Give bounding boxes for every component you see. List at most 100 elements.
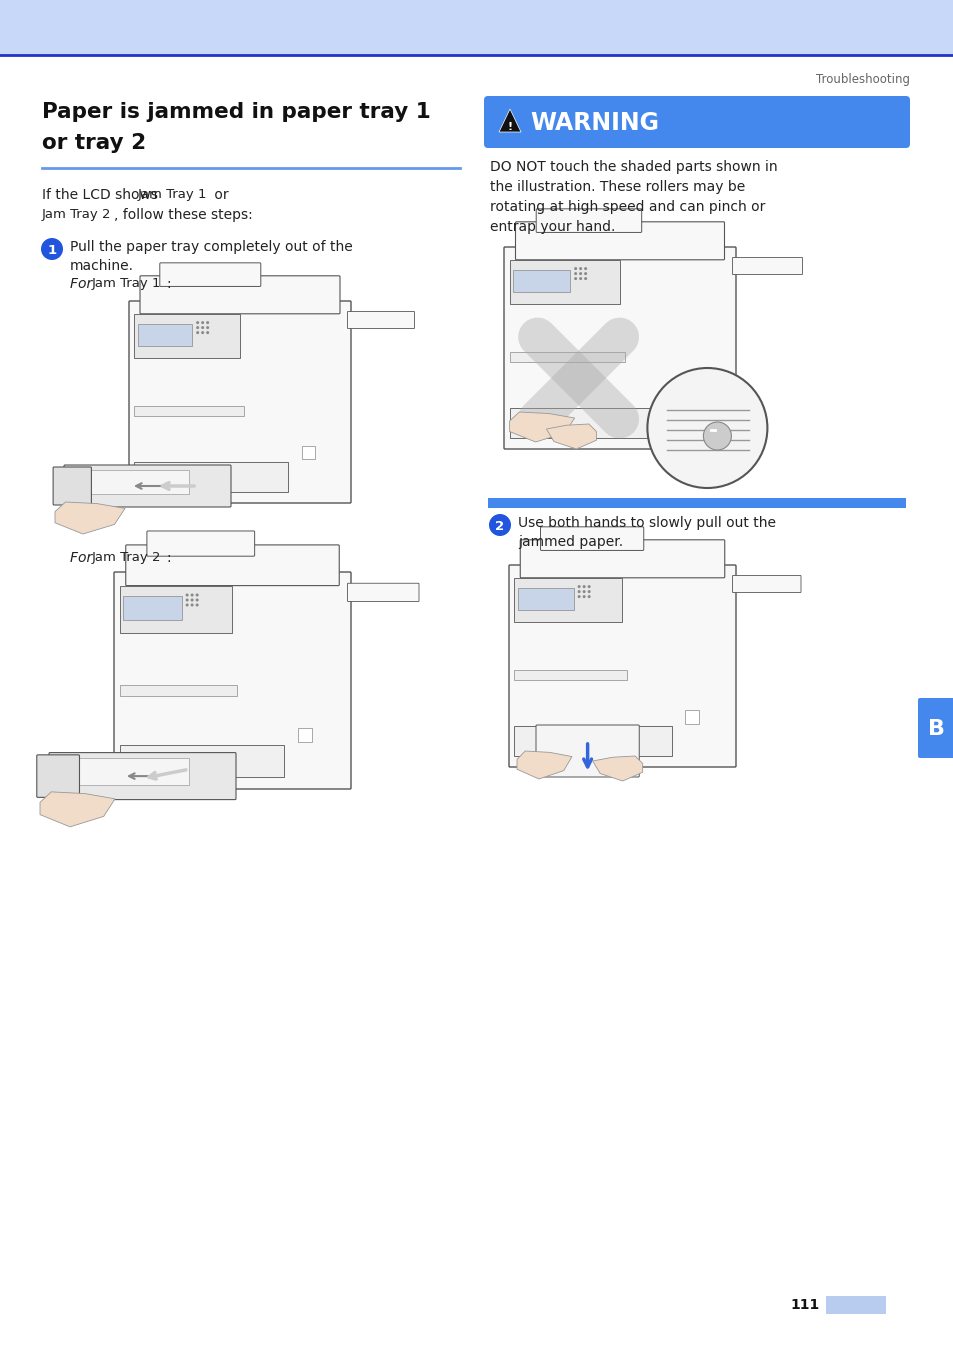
Text: Jam Tray 1: Jam Tray 1 [138, 187, 208, 201]
FancyBboxPatch shape [160, 263, 260, 286]
Bar [517, 588, 574, 609]
FancyBboxPatch shape [483, 96, 909, 148]
Polygon shape [509, 412, 574, 442]
Polygon shape [546, 425, 596, 449]
Polygon shape [55, 501, 125, 534]
Circle shape [574, 267, 577, 270]
Circle shape [195, 593, 198, 597]
Circle shape [489, 514, 511, 537]
FancyBboxPatch shape [917, 698, 953, 758]
Text: Jam Tray 2: Jam Tray 2 [42, 208, 112, 221]
Text: or tray 2: or tray 2 [42, 133, 146, 154]
Circle shape [191, 599, 193, 601]
Bar [134, 462, 288, 492]
Bar [301, 446, 314, 460]
Bar [119, 586, 233, 634]
Polygon shape [498, 109, 520, 132]
FancyBboxPatch shape [126, 545, 339, 585]
FancyBboxPatch shape [347, 311, 414, 329]
Circle shape [574, 278, 577, 280]
Text: B: B [927, 718, 944, 739]
Text: machine.: machine. [70, 259, 133, 274]
Bar [134, 314, 240, 359]
Bar [509, 260, 619, 305]
Bar [514, 578, 622, 621]
FancyBboxPatch shape [509, 565, 735, 767]
Circle shape [195, 599, 198, 601]
Text: or: or [210, 187, 229, 202]
FancyBboxPatch shape [732, 257, 801, 275]
Circle shape [195, 604, 198, 607]
Bar [123, 596, 182, 620]
FancyBboxPatch shape [519, 539, 724, 578]
Bar [119, 685, 237, 696]
Text: entrap your hand.: entrap your hand. [490, 220, 615, 235]
Circle shape [583, 267, 586, 270]
FancyBboxPatch shape [536, 725, 639, 776]
Circle shape [196, 326, 199, 329]
FancyBboxPatch shape [540, 527, 643, 550]
Circle shape [577, 594, 580, 599]
Text: Jam Tray 2: Jam Tray 2 [91, 551, 161, 563]
Text: 2: 2 [495, 519, 504, 532]
Circle shape [206, 326, 209, 329]
Circle shape [587, 594, 590, 599]
Circle shape [191, 593, 193, 597]
Circle shape [41, 239, 63, 260]
Circle shape [578, 267, 581, 270]
FancyBboxPatch shape [515, 222, 723, 260]
Circle shape [186, 604, 189, 607]
Text: :: : [166, 551, 171, 565]
Circle shape [196, 332, 199, 334]
Bar [119, 745, 284, 778]
Circle shape [583, 278, 586, 280]
Text: Pull the paper tray completely out of the: Pull the paper tray completely out of th… [70, 240, 353, 253]
Circle shape [577, 590, 580, 593]
Circle shape [587, 585, 590, 588]
Bar [514, 727, 671, 756]
Text: , follow these steps:: , follow these steps: [113, 208, 253, 222]
FancyBboxPatch shape [64, 465, 231, 507]
Bar [509, 408, 670, 438]
Circle shape [201, 326, 204, 329]
Circle shape [578, 272, 581, 275]
FancyBboxPatch shape [129, 301, 351, 503]
Bar [59, 758, 189, 785]
Bar [0, 0, 953, 55]
Circle shape [201, 321, 204, 324]
FancyBboxPatch shape [536, 209, 641, 232]
Text: For: For [70, 551, 96, 565]
FancyBboxPatch shape [113, 572, 351, 789]
Circle shape [206, 321, 209, 324]
Text: Paper is jammed in paper tray 1: Paper is jammed in paper tray 1 [42, 102, 431, 123]
Polygon shape [40, 791, 115, 826]
FancyBboxPatch shape [732, 576, 801, 593]
Circle shape [582, 594, 585, 599]
Circle shape [647, 368, 766, 488]
Circle shape [578, 278, 581, 280]
Text: the illustration. These rollers may be: the illustration. These rollers may be [490, 181, 744, 194]
Bar [137, 324, 193, 345]
FancyBboxPatch shape [53, 466, 91, 506]
Text: DO NOT touch the shaded parts shown in: DO NOT touch the shaded parts shown in [490, 160, 777, 174]
Circle shape [582, 590, 585, 593]
Bar [513, 270, 570, 291]
Polygon shape [517, 751, 572, 779]
FancyBboxPatch shape [503, 247, 735, 449]
Text: !: ! [507, 123, 512, 132]
Circle shape [191, 604, 193, 607]
Text: rotating at high speed and can pinch or: rotating at high speed and can pinch or [490, 200, 764, 214]
Polygon shape [592, 756, 642, 780]
Bar [134, 406, 244, 417]
FancyBboxPatch shape [49, 752, 235, 799]
FancyBboxPatch shape [37, 755, 79, 798]
Circle shape [582, 585, 585, 588]
Text: WARNING: WARNING [530, 111, 659, 135]
FancyBboxPatch shape [140, 276, 339, 314]
Text: 1: 1 [48, 244, 56, 256]
Circle shape [201, 332, 204, 334]
Circle shape [206, 332, 209, 334]
Text: 111: 111 [790, 1298, 820, 1312]
Bar [509, 352, 624, 363]
Circle shape [577, 585, 580, 588]
